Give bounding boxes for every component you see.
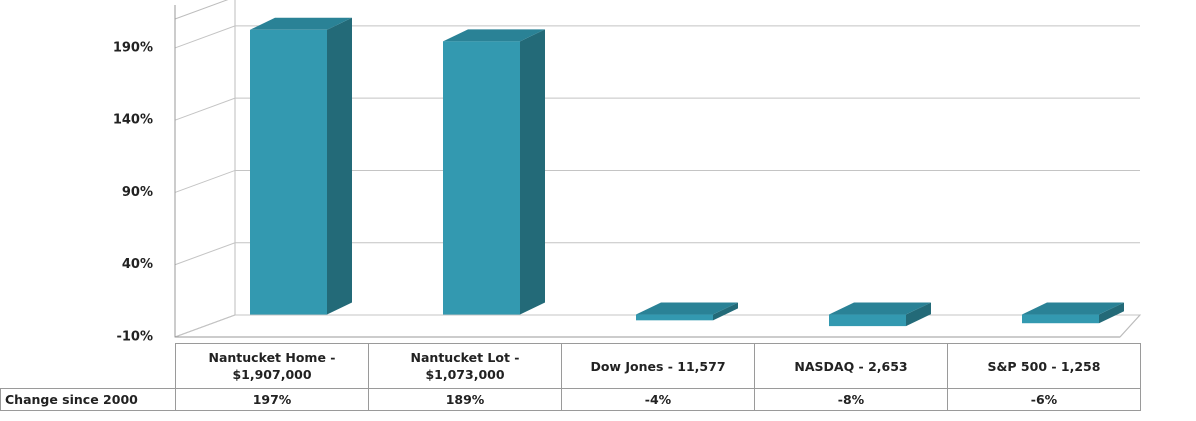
category-row: Nantucket Home - $1,907,000 Nantucket Lot… [1,343,1141,389]
bar-top [636,302,738,315]
category-label: Dow Jones - 11,577 [590,358,726,374]
bar-top [443,29,545,42]
back-wall [174,0,236,338]
value-label: -4% [561,388,755,411]
bar-top [250,17,352,30]
value-label: -6% [947,388,1141,411]
category-cell: Nantucket Lot - $1,073,000 [368,343,562,389]
bar-side [520,29,545,315]
category-cell: NASDAQ - 2,653 [754,343,948,389]
bar [636,314,713,321]
bar-side [906,302,931,327]
category-cell: Nantucket Home - $1,907,000 [175,343,369,389]
grid-line [174,25,1140,49]
category-cell: Dow Jones - 11,577 [561,343,755,389]
grid-line [174,97,1140,121]
bar [1022,314,1099,324]
value-label: 189% [368,388,562,411]
category-label: Nantucket Lot - $1,073,000 [410,350,520,382]
bar [443,41,520,315]
x-axis-right [1119,314,1141,338]
y-tick-label: -10% [116,330,153,345]
category-cell: S&P 500 - 1,258 [947,343,1141,389]
bar-side [327,17,352,315]
category-label: Nantucket Home - $1,907,000 [208,350,336,382]
value-label: -8% [754,388,948,411]
y-tick-label: 40% [122,257,153,272]
y-tick-label: 190% [113,40,153,55]
grid-line [174,169,1140,193]
bar [250,29,327,315]
value-label: 197% [175,388,369,411]
bar [829,314,906,327]
bar-top [1022,302,1124,315]
bar-side [1099,302,1124,324]
y-tick-label: 90% [122,185,153,200]
bar-top [829,302,931,315]
grid-line [174,242,1140,266]
y-tick-label: 140% [113,113,153,128]
data-table: Nantucket Home - $1,907,000 Nantucket Lot… [0,343,1141,411]
row-label: Change since 2000 [0,388,176,411]
value-row: Change since 2000 197% 189% -4% -8% -6% [0,388,1141,411]
category-label: S&P 500 - 1,258 [987,358,1101,374]
category-label: NASDAQ - 2,653 [794,358,908,374]
bar-side [713,302,738,321]
